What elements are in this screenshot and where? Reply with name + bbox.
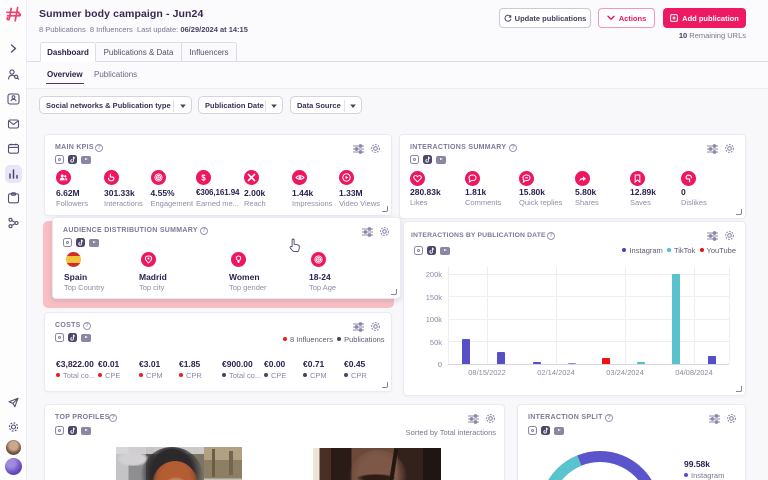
svg-text:$: $ (201, 173, 206, 182)
